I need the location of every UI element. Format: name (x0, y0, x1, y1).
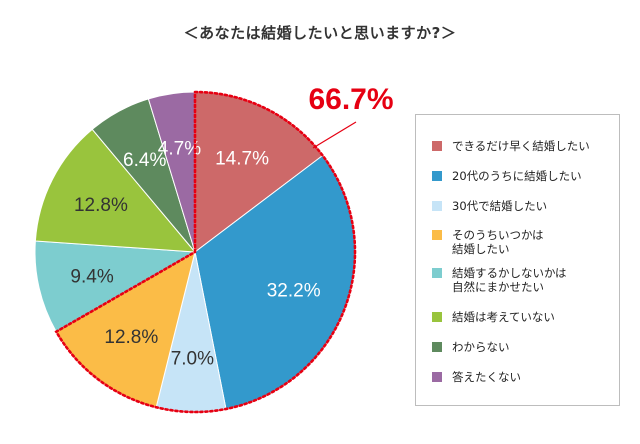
slice-label-1: 14.7% (215, 148, 269, 169)
chart-title: ＜あなたは結婚したいと思いますか?＞ (183, 24, 457, 42)
legend-swatch (432, 141, 442, 151)
slice-label-4: 12.8% (104, 327, 158, 348)
legend-label: そのうちいつかは 結婚したい (452, 228, 544, 256)
legend-label: 結婚は考えていない (452, 310, 555, 324)
legend-swatch (432, 201, 442, 211)
legend-label: 答えたくない (452, 370, 521, 384)
legend-label: 30代で結婚したい (452, 199, 548, 213)
slice-label-2: 32.2% (267, 281, 321, 302)
legend-label: できるだけ早く結婚したい (452, 139, 590, 153)
legend-swatch (432, 342, 442, 352)
legend-label: 結婚するかしないかは 自然にまかせたい (452, 266, 567, 294)
slice-label-7: 6.4% (123, 150, 166, 171)
legend-swatch (432, 372, 442, 382)
slice-label-3: 7.0% (171, 349, 214, 370)
legend-swatch (432, 171, 442, 181)
highlight-leader-line (312, 121, 357, 149)
legend-swatch (432, 230, 442, 240)
slice-label-5: 9.4% (70, 267, 113, 288)
legend: できるだけ早く結婚したい 20代のうちに結婚したい 30代で結婚したいそのうちいつか… (415, 114, 620, 406)
legend-swatch (432, 268, 442, 278)
slice-label-8: 4.7% (158, 139, 201, 160)
pie-slice-6 (34, 128, 197, 253)
legend-swatch (432, 312, 442, 322)
pie-slice-5 (34, 240, 197, 333)
slice-label-6: 12.8% (74, 195, 128, 216)
highlight-total-label: 66.7% (308, 83, 393, 116)
legend-label: わからない (452, 340, 510, 354)
legend-label: 20代のうちに結婚したい (452, 169, 582, 183)
highlight-outline (54, 90, 357, 414)
